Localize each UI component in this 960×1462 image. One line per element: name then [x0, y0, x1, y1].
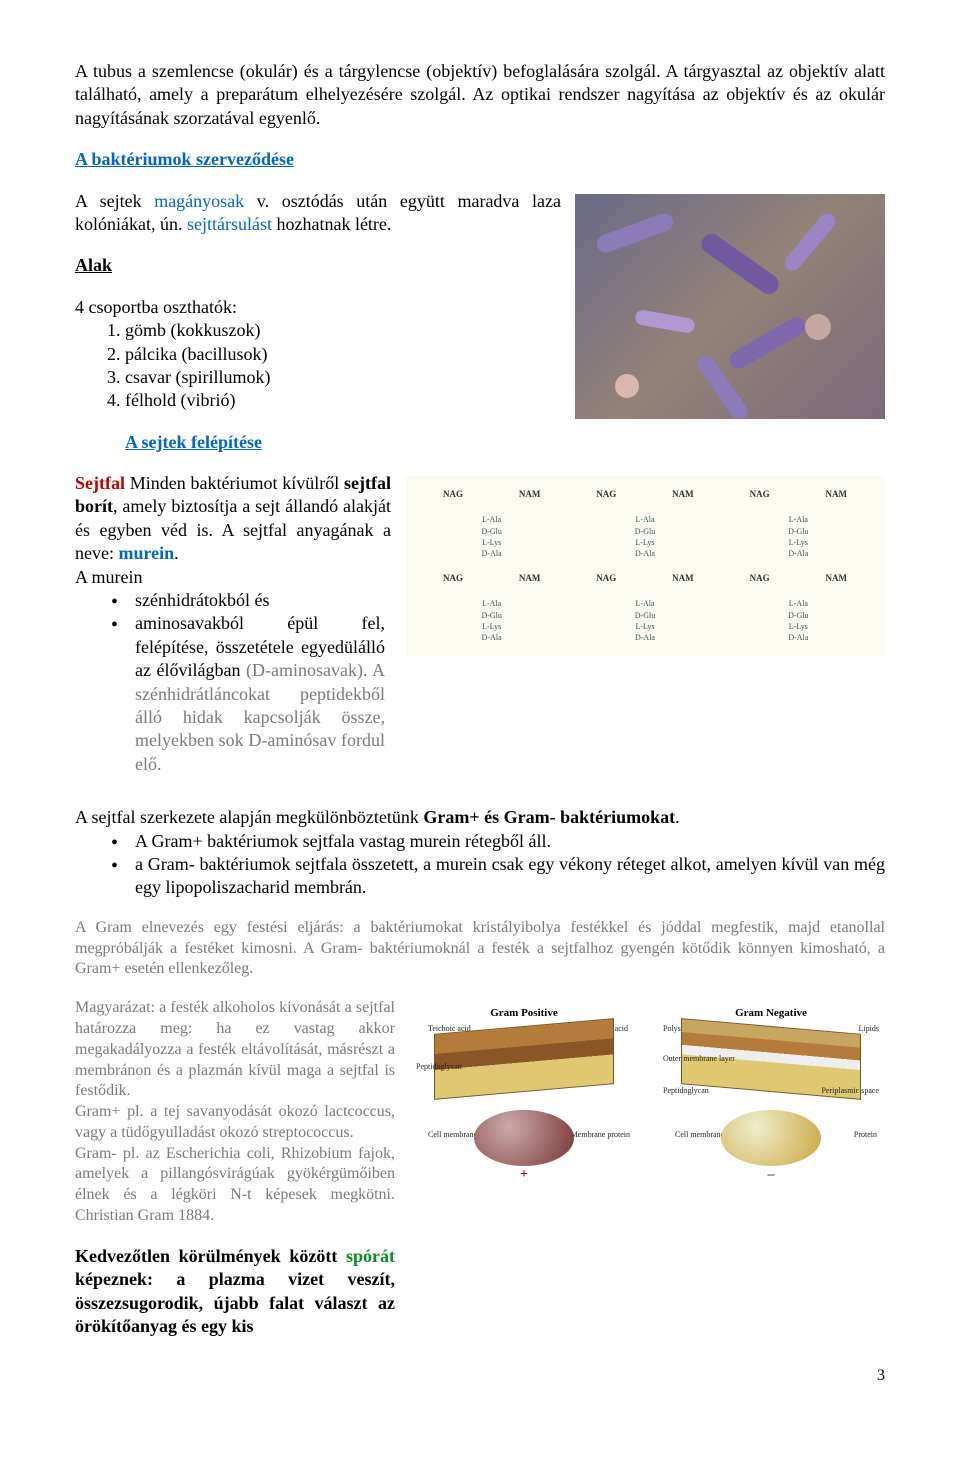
list-item: aminosavakból épül fel, felépítése, össz… — [105, 612, 385, 776]
murein-image: NAGNAMNAGNAMNAGNAM L-Ala D-Glu L-Lys D-A… — [405, 476, 885, 656]
lbl: Peptidoglycan — [416, 1062, 462, 1072]
page-number: 3 — [75, 1366, 885, 1387]
section-bakteriumok-title: A baktériumok szerveződése — [75, 148, 885, 171]
gram-paragraph: A sejtfal szerkezete alapján megkülönböz… — [75, 806, 885, 829]
t: képeznek: a plazma vizet veszít, összezs… — [75, 1269, 395, 1336]
bacteria-image — [575, 194, 885, 419]
gram-list: A Gram+ baktériumok sejtfala vastag mure… — [105, 830, 885, 900]
text: A tubus a szemlencse (okulár) és a tárgy… — [75, 61, 885, 128]
gram-diagram-image: Gram Positive Teichoic acid Lipoteichoic… — [410, 1002, 885, 1302]
lbl: Lipids — [859, 1024, 879, 1034]
magyarazat-c: Gram- pl. az Escherichia coli, Rhizobium… — [75, 1144, 395, 1227]
spora-paragraph: Kedvezőtlen körülmények között spórát ké… — [75, 1245, 395, 1339]
lbl: Periplasmic space — [821, 1086, 879, 1096]
list-item: A Gram+ baktériumok sejtfala vastag mure… — [105, 830, 885, 853]
t: Minden baktériumot kívülről — [125, 473, 344, 493]
lbl: Cell membrane — [675, 1130, 724, 1140]
list-item: szénhidrátokból és — [105, 589, 385, 612]
murein-list: szénhidrátokból és aminosavakból épül fe… — [105, 589, 385, 776]
felepites-title: A sejtek felépítése — [125, 431, 885, 454]
t: sejttársulást — [187, 214, 272, 234]
t: A sejtfal szerkezete alapján megkülönböz… — [75, 807, 423, 827]
lbl: Membrane protein — [571, 1130, 630, 1140]
lbl: Outer membrane layer — [663, 1054, 735, 1064]
gram-note: A Gram elnevezés egy festési eljárás: a … — [75, 918, 885, 980]
t: A Gram+ baktériumok sejtfala vastag mure… — [135, 831, 551, 851]
magyarazat-b: Gram+ pl. a tej savanyodását okozó lactc… — [75, 1102, 395, 1144]
t: hozhatnak létre. — [272, 214, 391, 234]
t: A sejtek — [75, 191, 154, 211]
t: Gram+ és Gram- baktériumokat — [423, 807, 675, 827]
t: a Gram- baktériumok sejtfala összetett, … — [135, 854, 885, 897]
t: murein — [118, 543, 174, 563]
lbl: Cell membrane — [428, 1130, 477, 1140]
lbl: Protein — [854, 1130, 877, 1140]
t: magányosak — [154, 191, 244, 211]
intro-paragraph: A tubus a szemlencse (okulár) és a tárgy… — [75, 60, 885, 130]
lbl: Peptidoglycan — [663, 1086, 709, 1096]
t: Kedvezőtlen körülmények között — [75, 1246, 346, 1266]
magyarazat-a: Magyarázat: a festék alkoholos kivonását… — [75, 998, 395, 1102]
t: szénhidrátokból és — [135, 590, 269, 610]
list-item: a Gram- baktériumok sejtfala összetett, … — [105, 853, 885, 900]
t: Sejtfal — [75, 473, 125, 493]
t: spórát — [346, 1246, 395, 1266]
heading-text: A baktériumok szerveződése — [75, 149, 294, 169]
heading-text: Alak — [75, 255, 112, 275]
t: . — [174, 543, 179, 563]
t: . — [675, 807, 680, 827]
heading-text: A sejtek felépítése — [125, 432, 262, 452]
